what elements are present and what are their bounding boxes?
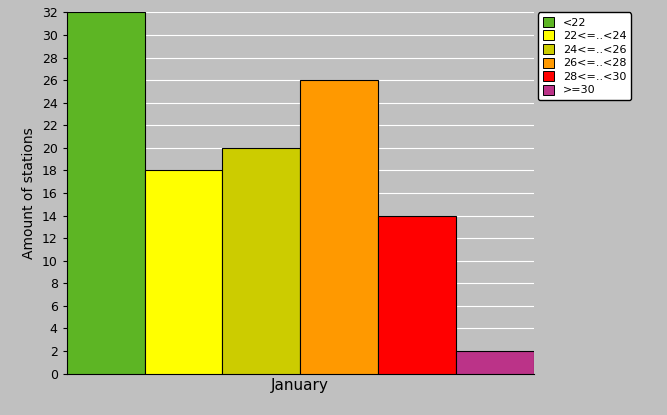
Legend: <22, 22<=..<24, 24<=..<26, 26<=..<28, 28<=..<30, >=30: <22, 22<=..<24, 24<=..<26, 26<=..<28, 28… [538,12,631,100]
Y-axis label: Amount of stations: Amount of stations [22,127,36,259]
Bar [67,12,145,374]
Bar [145,171,222,374]
Bar [300,80,378,374]
Bar [222,148,300,374]
Bar [456,351,534,374]
Bar [378,215,456,374]
